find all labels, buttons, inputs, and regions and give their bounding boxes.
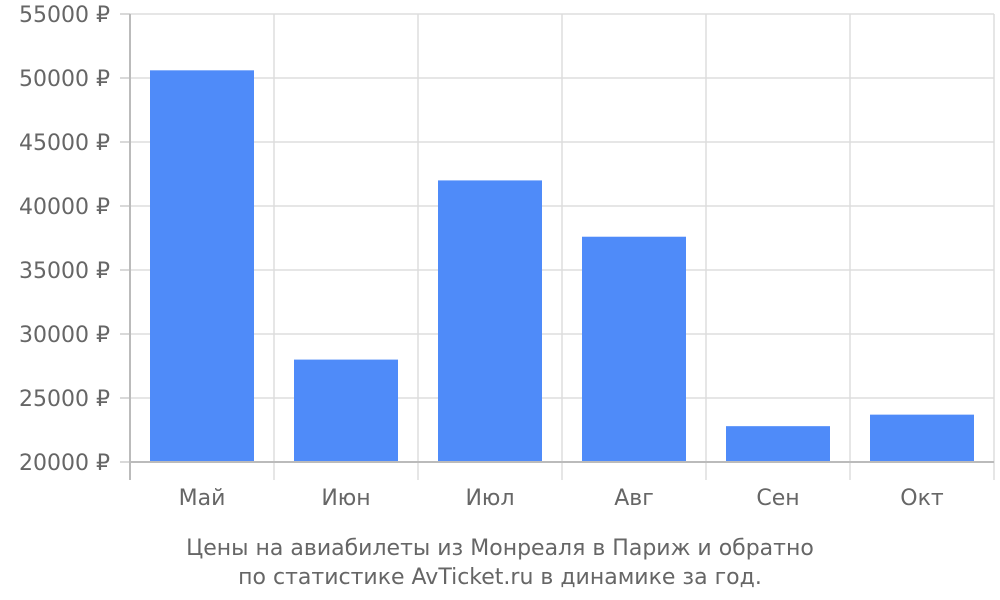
x-tick-label: Окт bbox=[900, 486, 944, 511]
bar-2 bbox=[294, 359, 398, 462]
bar-3 bbox=[438, 180, 542, 462]
x-tick-label: Май bbox=[179, 486, 226, 511]
y-tick-label: 45000 ₽ bbox=[19, 131, 110, 156]
y-tick-labels: 20000 ₽ 25000 ₽ 30000 ₽ 35000 ₽ 40000 ₽ 45000… bbox=[19, 3, 110, 476]
y-tick-label: 25000 ₽ bbox=[19, 387, 110, 412]
y-tick-label: 35000 ₽ bbox=[19, 259, 110, 284]
x-tick-labels: Май Июн Июл Авг Сен Окт bbox=[179, 486, 944, 511]
grid-group bbox=[130, 13, 995, 463]
bar-5 bbox=[726, 426, 830, 462]
x-tick-label: Июн bbox=[321, 486, 370, 511]
bar-4 bbox=[582, 236, 686, 462]
y-tick-label: 55000 ₽ bbox=[19, 3, 110, 28]
y-tick-label: 20000 ₽ bbox=[19, 451, 110, 476]
bar-1 bbox=[150, 70, 254, 462]
x-tick-label: Сен bbox=[756, 486, 799, 511]
bar-6 bbox=[870, 414, 974, 462]
y-tick-label: 50000 ₽ bbox=[19, 67, 110, 92]
y-tick-label: 40000 ₽ bbox=[19, 195, 110, 220]
caption-line-1: Цены на авиабилеты из Монреаля в Париж и… bbox=[186, 536, 814, 561]
caption-line-2: по статистике AvTicket.ru в динамике за … bbox=[238, 565, 762, 590]
x-tick-label: Июл bbox=[465, 486, 514, 511]
y-tick-label: 30000 ₽ bbox=[19, 323, 110, 348]
axes-group bbox=[120, 13, 995, 480]
bars-group bbox=[150, 70, 974, 462]
x-tick-label: Авг bbox=[614, 486, 654, 511]
